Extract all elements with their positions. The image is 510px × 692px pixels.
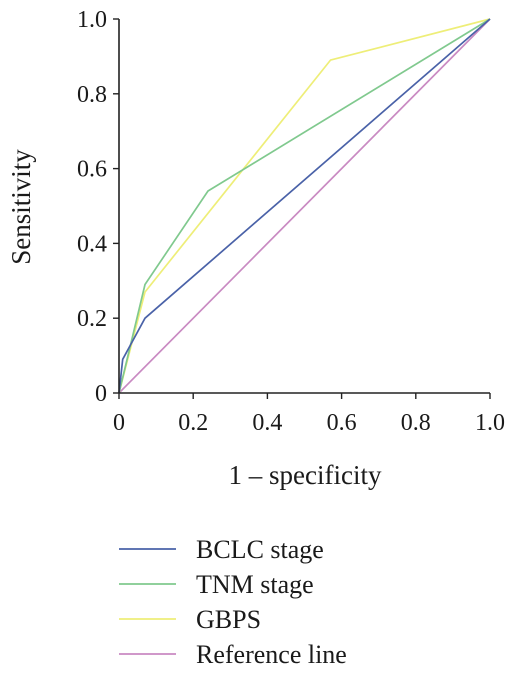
series-line-tnm-stage <box>118 18 491 394</box>
x-axis-label: 1 – specificity <box>229 460 382 490</box>
y-axis: 0 0.2 0.4 0.6 0.8 1.0 <box>77 7 120 407</box>
series-line-reference-line <box>118 18 491 394</box>
x-tick-label: 0 <box>113 410 125 436</box>
legend-label-reference-line: Reference line <box>196 640 347 669</box>
legend-label-bclc-stage: BCLC stage <box>196 535 324 564</box>
x-tick-label: 0.6 <box>327 410 357 436</box>
y-tick-label: 0 <box>95 381 107 407</box>
y-tick-label: 0.6 <box>77 157 107 183</box>
y-tick-label: 1.0 <box>77 7 107 33</box>
y-tick-label: 0.8 <box>77 82 107 108</box>
legend-label-gbps: GBPS <box>196 605 261 634</box>
legend-label-tnm-stage: TNM stage <box>196 570 314 599</box>
x-tick-label: 0.4 <box>252 410 282 436</box>
plot-area <box>118 18 491 394</box>
x-tick-label: 0.8 <box>401 410 431 436</box>
x-axis: 0 0.2 0.4 0.6 0.8 1.0 <box>113 392 505 436</box>
y-tick-label: 0.2 <box>77 306 107 332</box>
x-tick-label: 0.2 <box>178 410 208 436</box>
x-tick-label: 1.0 <box>475 410 505 436</box>
y-tick-label: 0.4 <box>77 231 107 257</box>
legend: BCLC stage TNM stage GBPS Reference line <box>119 535 347 669</box>
series-line-bclc-stage <box>118 18 491 394</box>
y-axis-label: Sensitivity <box>6 149 36 265</box>
